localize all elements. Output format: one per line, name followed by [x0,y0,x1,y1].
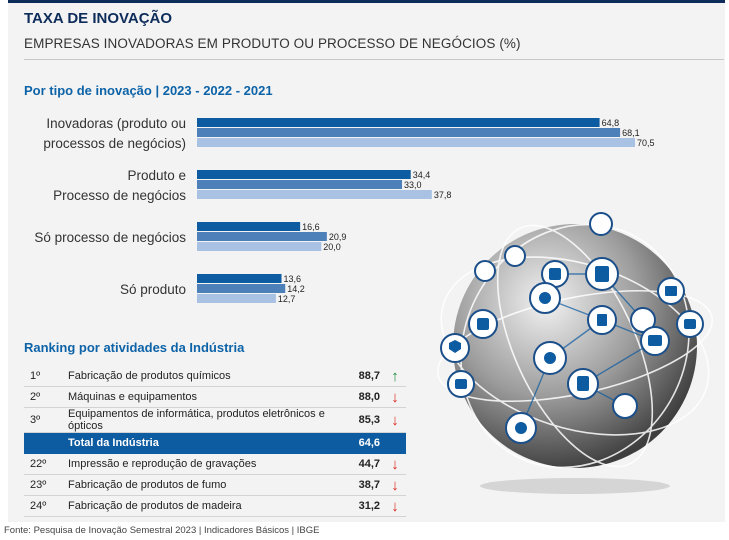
rank-position [24,432,68,454]
data-label: 16,6 [302,222,320,232]
data-label: 33,0 [404,180,422,190]
rank-value: 44,7 [340,453,384,475]
rank-position: 23º [24,474,68,496]
bar [197,232,327,241]
category-label: Inovadoras (produto ou [46,116,186,131]
ranking-row: 24º Fabricação de produtos de madeira 31,2… [24,495,406,517]
category-label: Só processo de negócios [34,230,186,245]
ranking-row: 3º Equipamentos de informática, produtos … [24,407,406,433]
chart-section-title: Por tipo de inovação | 2023 - 2022 - 202… [24,83,273,98]
data-label: 13,6 [283,274,301,284]
activity-name: Fabricação de produtos de madeira [68,495,340,517]
bar-chart: Inovadoras (produto ou processos de negóc… [34,116,655,304]
page-title: TAXA DE INOVAÇÃO [24,10,173,27]
rank-value: 88,0 [340,386,384,408]
data-label: 37,8 [434,190,452,200]
data-label: 20,0 [323,242,341,252]
rank-value: 31,2 [340,495,384,517]
trend-arrow-icon: ↑ [384,366,406,387]
ranking-row: 23º Fabricação de produtos de fumo 38,7 ↓ [24,474,406,496]
rank-position: 2º [24,386,68,408]
category-label: Produto e [127,168,186,183]
rank-position: 24º [24,495,68,517]
category-label: processos de negócios) [43,136,186,151]
rank-value: 64,6 [340,432,384,454]
bar [197,118,600,127]
ranking-row: 2º Máquinas e equipamentos 88,0 ↓ [24,386,406,408]
bar [197,138,635,147]
ranking-total-row: Total da Indústria 64,6 [24,432,406,454]
rank-position: 1º [24,366,68,387]
bar [197,242,322,251]
ranking-row: 22º Impressão e reprodução de gravações 44… [24,453,406,475]
bar [197,284,286,293]
globe-shadow [480,478,670,494]
trend-arrow-icon: ↓ [384,474,406,496]
bar [197,274,282,283]
activity-name: Total da Indústria [68,432,340,454]
bar [197,222,301,231]
source-note: Fonte: Pesquisa de Inovação Semestral 20… [4,525,320,536]
network-nodes [440,212,704,444]
bar [197,294,276,303]
data-label: 70,5 [637,138,655,148]
activity-name: Fabricação de produtos químicos [68,366,340,387]
data-label: 68,1 [622,128,640,138]
ranking-section-title: Ranking por atividades da Indústria [24,340,245,355]
bar [197,180,403,189]
rank-position: 22º [24,453,68,475]
rank-value: 38,7 [340,474,384,496]
bar [197,190,432,199]
data-label: 34,4 [413,170,431,180]
divider [24,59,724,60]
data-label: 12,7 [278,294,296,304]
data-label: 14,2 [287,284,305,294]
activity-name: Equipamentos de informática, produtos el… [68,407,340,433]
rank-value: 85,3 [340,407,384,433]
trend-arrow-icon [384,432,406,454]
category-label: Só produto [120,282,186,297]
technology-globe-illustration [436,212,714,494]
data-label: 64,8 [602,118,620,128]
activity-name: Fabricação de produtos de fumo [68,474,340,496]
trend-arrow-icon: ↓ [384,386,406,408]
trend-arrow-icon: ↓ [384,453,406,475]
bar [197,128,621,137]
data-label: 20,9 [329,232,347,242]
trend-arrow-icon: ↓ [384,407,406,433]
page-subtitle: EMPRESAS INOVADORAS EM PRODUTO OU PROCES… [24,36,521,51]
activity-name: Máquinas e equipamentos [68,386,340,408]
trend-arrow-icon: ↓ [384,495,406,517]
bar [197,170,411,179]
category-label: Processo de negócios [53,188,186,203]
rank-value: 88,7 [340,366,384,387]
node-glyphs [449,266,696,434]
ranking-row: 1º Fabricação de produtos químicos 88,7 ↑ [24,366,406,387]
rank-position: 3º [24,407,68,433]
ranking-table: 1º Fabricação de produtos químicos 88,7 ↑ 2º… [24,366,406,517]
activity-name: Impressão e reprodução de gravações [68,453,340,475]
